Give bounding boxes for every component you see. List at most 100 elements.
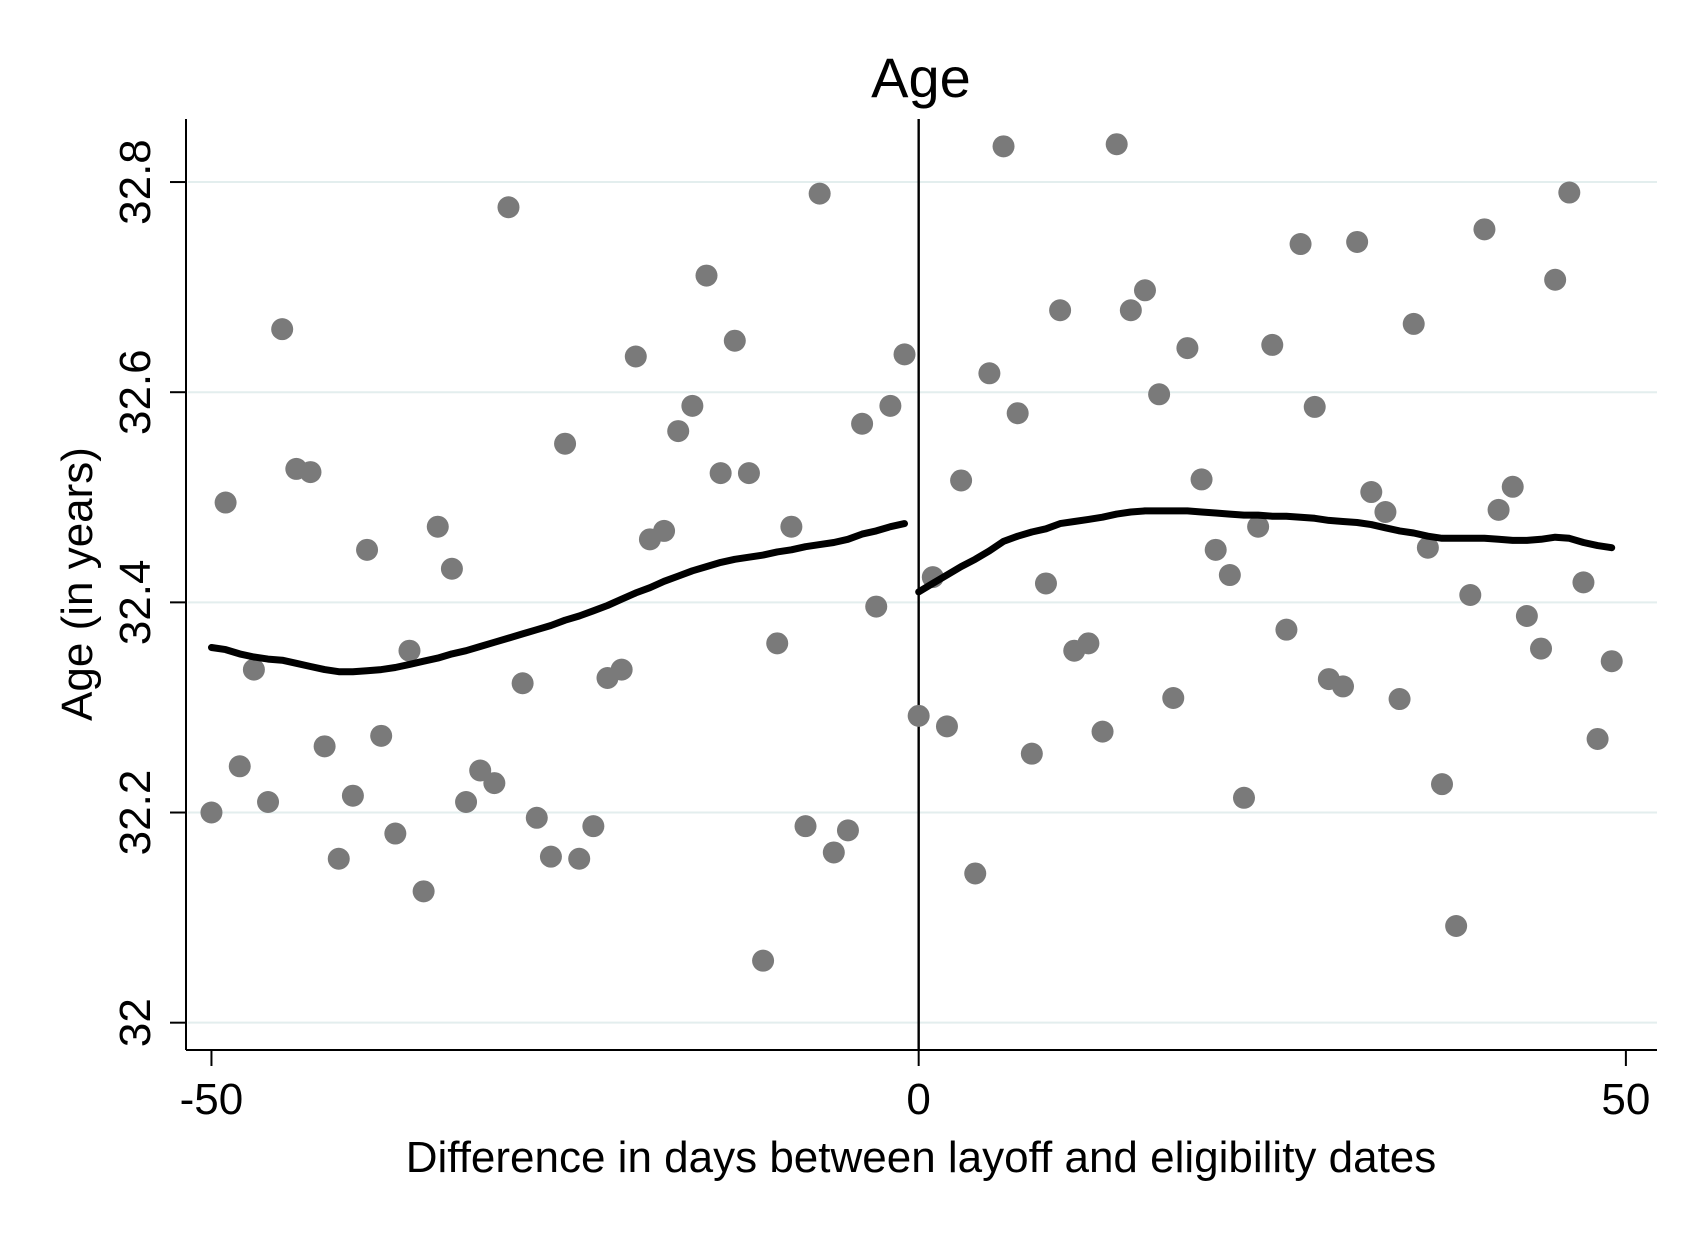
fit-line-right [915,507,1616,596]
data-point [893,343,916,366]
data-point [737,462,760,485]
data-point [1445,915,1468,938]
data-point [242,658,265,681]
data-points [200,133,1623,972]
data-point [1572,571,1595,594]
y-tick-label: 32.8 [111,139,160,225]
data-point [257,791,280,814]
data-point [1459,584,1482,607]
data-point [582,815,605,838]
data-point [455,791,478,814]
data-point [1091,720,1114,743]
data-point [1360,481,1383,504]
data-point [1275,618,1298,641]
data-point [1261,333,1284,356]
data-point [653,519,676,542]
data-point [851,412,874,435]
data-point [1289,233,1312,256]
data-point [695,264,718,287]
data-point [1105,133,1128,156]
y-tick-label: 32.2 [111,770,160,856]
chart-title: Age [871,46,971,109]
data-point [426,515,449,538]
data-point [709,462,732,485]
data-point [525,806,548,829]
data-point [299,461,322,484]
data-point [935,715,958,738]
data-point [1204,538,1227,561]
data-point [440,557,463,580]
data-point [398,639,421,662]
data-point [370,724,393,747]
data-point [1247,515,1270,538]
x-axis-title: Difference in days between layoff and el… [406,1133,1437,1182]
data-point [384,822,407,845]
data-point [497,196,520,219]
data-point [1600,650,1623,673]
gridlines [188,181,1657,1024]
data-point [1020,742,1043,765]
data-point [1331,675,1354,698]
data-point [1148,383,1171,406]
fit-lines [208,507,1616,676]
data-point [1487,498,1510,521]
data-point [1431,773,1454,796]
data-point [1176,337,1199,360]
data-point [1034,572,1057,595]
data-point [624,345,647,368]
data-point [1586,727,1609,750]
data-point [992,135,1015,158]
data-point [412,880,435,903]
y-axis-title: Age (in years) [53,447,102,721]
data-point [1402,312,1425,335]
data-point [356,538,379,561]
data-point [978,362,1001,385]
data-point [1190,468,1213,491]
data-point [1530,637,1553,660]
data-point [511,672,534,695]
data-point [1558,181,1581,204]
fit-line-left [208,520,908,676]
data-point [1303,395,1326,418]
x-tick-label: -50 [180,1075,244,1124]
data-point [1006,402,1029,425]
data-point [1049,299,1072,322]
data-point [681,394,704,417]
data-point [808,182,831,205]
data-point [1501,475,1524,498]
data-point [879,394,902,417]
y-tick-label: 32.6 [111,349,160,435]
axes [185,119,1657,1051]
data-point [766,632,789,655]
y-tick-label: 32 [111,998,160,1047]
data-point [1133,279,1156,302]
data-point [950,469,973,492]
x-axis-ticks: -50 0 50 [180,1050,1650,1124]
data-point [1077,632,1100,655]
data-point [1162,686,1185,709]
data-point [554,432,577,455]
data-point [1544,268,1567,291]
data-point [469,759,492,782]
data-point [865,595,888,618]
data-point [836,819,859,842]
data-point [964,862,987,885]
x-tick-label: 0 [906,1075,930,1124]
data-point [1232,786,1255,809]
data-point [667,420,690,443]
data-point [794,815,817,838]
x-tick-label: 50 [1601,1075,1650,1124]
data-point [313,735,336,758]
data-point [1346,230,1369,253]
data-point [539,845,562,868]
data-point [1515,605,1538,628]
data-point [1388,688,1411,711]
data-point [1218,564,1241,587]
data-point [752,949,775,972]
data-point [780,515,803,538]
data-point [1374,500,1397,523]
y-tick-label: 32.4 [111,560,160,646]
data-point [723,329,746,352]
